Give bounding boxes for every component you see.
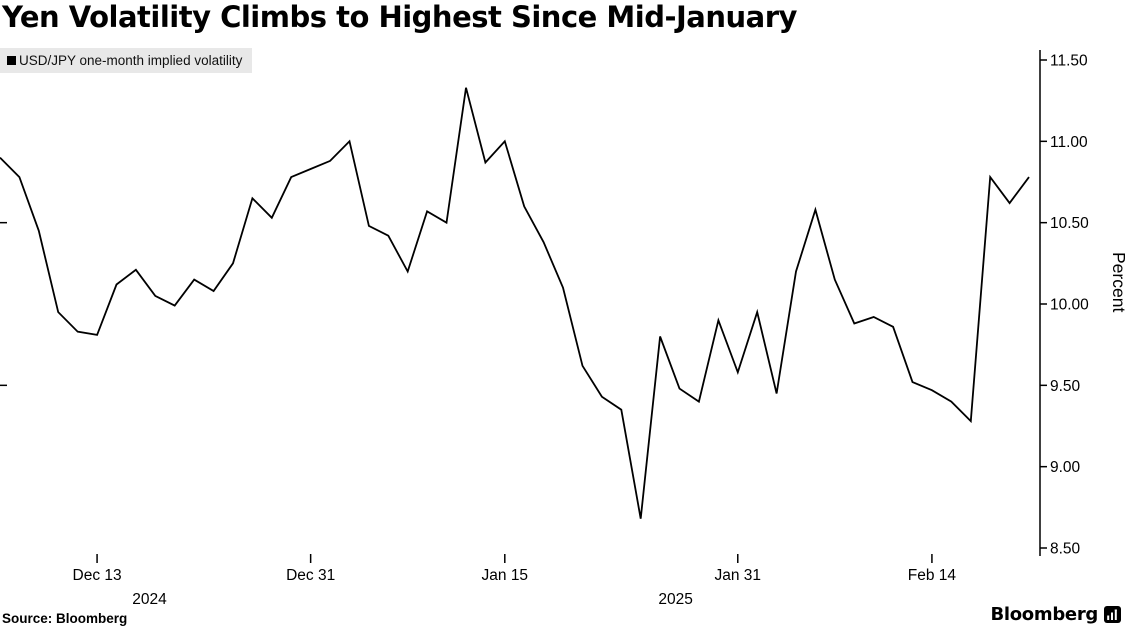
bloomberg-terminal-icon: [1104, 606, 1121, 623]
x-year-label: 2024: [132, 591, 167, 608]
y-tick-label: 8.50: [1050, 541, 1081, 558]
y-axis-ticks: 11.50 11.00 10.50 10.00 9.50 9.00 8.50: [1040, 53, 1089, 558]
series-line: [0, 87, 1030, 519]
y-tick-label: 10.00: [1050, 297, 1089, 314]
bloomberg-wordmark: Bloomberg: [990, 604, 1098, 625]
y-tick-label: 10.50: [1050, 215, 1089, 232]
y-tick-label: 11.50: [1050, 53, 1088, 70]
chart-title: Yen Volatility Climbs to Highest Since M…: [2, 0, 797, 34]
x-tick-label: Dec 31: [286, 567, 335, 584]
legend-label: USD/JPY one-month implied volatility: [19, 53, 243, 68]
x-tick-label: Jan 15: [482, 567, 529, 584]
bloomberg-logo: Bloomberg: [990, 604, 1121, 625]
x-tick-label: Jan 31: [715, 567, 762, 584]
source-attribution: Source: Bloomberg: [2, 611, 128, 626]
y-axis-title: Percent: [1109, 252, 1129, 313]
y-tick-label: 9.50: [1050, 378, 1081, 395]
legend: USD/JPY one-month implied volatility: [0, 48, 253, 73]
y-tick-label: 9.00: [1050, 459, 1081, 476]
legend-swatch-icon: [7, 56, 16, 65]
y-tick-label: 11.00: [1050, 134, 1088, 151]
left-edge-ticks: [0, 221, 7, 387]
x-year-label: 2025: [658, 591, 692, 608]
x-tick-label: Feb 14: [908, 567, 957, 584]
x-axis-ticks: Dec 13 Dec 31 Jan 15 Jan 31 Feb 14 2024 2025: [73, 554, 957, 608]
x-tick-label: Dec 13: [73, 567, 122, 584]
